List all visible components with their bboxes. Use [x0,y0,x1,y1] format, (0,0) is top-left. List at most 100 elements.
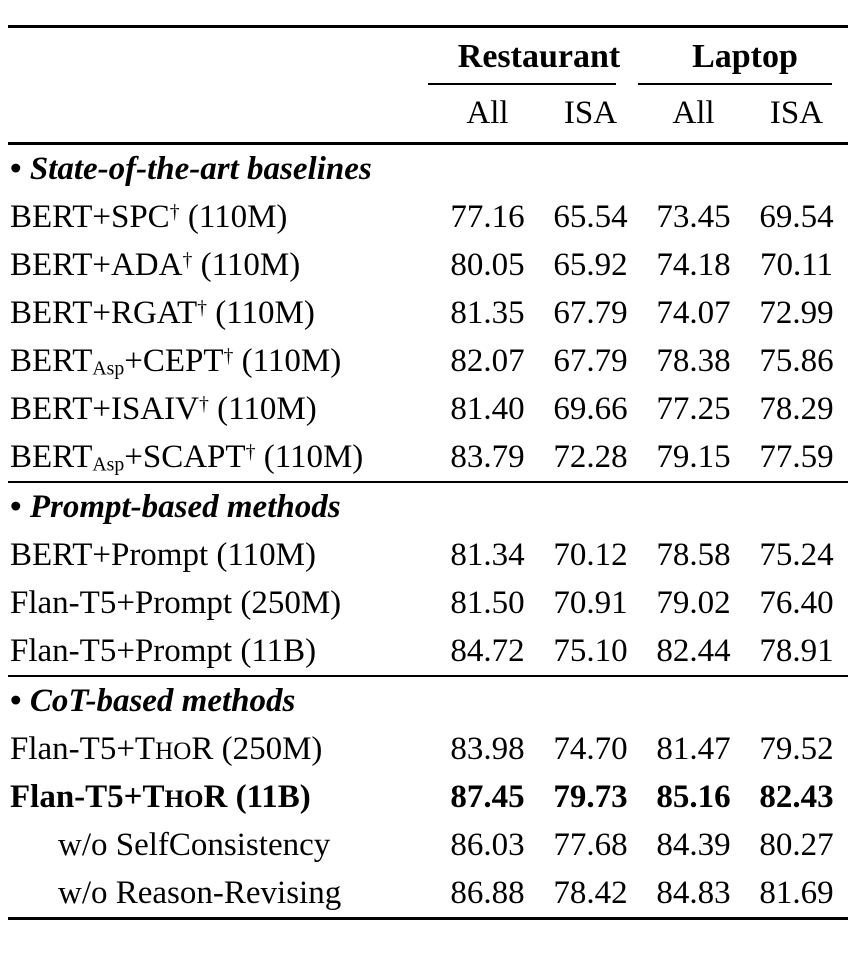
col-header-restaurant-isa: ISA [539,85,642,145]
label-text: BERT [10,342,93,379]
label-text: +SCAPT [124,438,246,475]
section-title-text: CoT-based methods [29,682,296,719]
table-row: Flan-T5+THOR (11B) 87.45 79.73 85.16 82.43 [8,773,848,821]
table-row: BERTAsp+SCAPT† (110M) 83.79 72.28 79.15 77.5… [8,433,848,482]
metric-value: 81.47 [656,730,731,767]
metric-value: 72.28 [553,438,628,475]
metric-value: 81.40 [450,390,525,427]
label-text: (110M) [233,342,342,379]
metric-value: 78.91 [759,632,834,669]
method-label: BERT+RGAT† (110M) [8,289,436,337]
results-table: Restaurant Laptop All ISA All ISA • Stat… [8,25,849,920]
table-row: w/o Reason-Revising 86.88 78.42 84.83 81.69 [8,869,848,919]
label-text: BERT+RGAT [10,294,198,331]
label-text: (110M) [192,246,301,283]
metric-value: 67.79 [553,294,628,331]
method-label: BERT+Prompt (110M) [8,531,436,579]
col-header-laptop-all: All [642,85,745,145]
metric-value: 72.99 [759,294,834,331]
metric-value: 69.66 [553,390,628,427]
subscript-text: Asp [92,357,125,380]
metric-value: 74.18 [656,246,731,283]
metric-value: 81.34 [450,536,525,573]
metric-value: 77.59 [759,438,834,475]
subscript-text: Asp [92,453,125,476]
metric-value: 87.45 [450,778,525,815]
label-text: BERT+SPC [10,198,170,235]
metric-value: 78.42 [553,874,628,911]
label-text: Flan-T5+Prompt (250M) [10,584,342,621]
dagger-superscript: † [197,296,208,319]
table-row: BERT+ISAIV† (110M) 81.40 69.66 77.25 78.29 [8,385,848,433]
table-row: Flan-T5+Prompt (11B) 84.72 75.10 82.44 78.91 [8,627,848,676]
metric-value: 77.68 [553,826,628,863]
dagger-superscript: † [198,392,209,415]
group-header-restaurant: Restaurant [428,27,642,86]
table-row: Flan-T5+Prompt (250M) 81.50 70.91 79.02 76.4… [8,579,848,627]
group-label: Restaurant [457,37,621,75]
label-text: (110M) [255,438,364,475]
section-title: • CoT-based methods [8,675,849,725]
metric-value: 77.16 [450,198,525,235]
metric-value: 70.91 [553,584,628,621]
metric-value: 81.50 [450,584,525,621]
metric-value: 82.43 [759,778,834,815]
table-row: BERT+SPC† (110M) 77.16 65.54 73.45 69.54 [8,193,848,241]
section-title: • State-of-the-art baselines [8,144,848,194]
method-column-header [8,27,436,86]
section-title: • Prompt-based methods [8,481,849,531]
metric-value: 75.24 [759,536,834,573]
label-text: BERT+ISAIV [10,390,199,427]
metric-value: 67.79 [553,342,628,379]
label-text: w/o Reason-Revising [58,874,342,911]
method-column-subheader [8,85,436,145]
results-table-body: • State-of-the-art baselines BERT+SPC† (1… [8,144,849,919]
metric-value: 86.03 [450,826,525,863]
method-label: BERT+ISAIV† (110M) [8,385,436,433]
bullet-icon: • [10,488,22,525]
smallcaps-text: HO [164,785,204,813]
metric-value: 84.39 [656,826,731,863]
method-label: Flan-T5+THOR (250M) [8,725,436,773]
method-label: BERTAsp+SCAPT† (110M) [8,433,436,482]
table-row: BERT+Prompt (110M) 81.34 70.12 78.58 75.24 [8,531,848,579]
method-label: BERT+ADA† (110M) [8,241,436,289]
label-text: Flan-T5+Prompt (11B) [10,632,317,669]
section-title-text: State-of-the-art baselines [29,150,372,187]
dagger-superscript: † [182,248,193,271]
metric-value: 85.16 [656,778,731,815]
metric-value: 75.10 [553,632,628,669]
metric-value: 82.44 [656,632,731,669]
table-row: Flan-T5+THOR (250M) 83.98 74.70 81.47 79.52 [8,725,848,773]
metric-value: 84.72 [450,632,525,669]
method-label: w/o SelfConsistency [8,821,436,869]
metric-value: 82.07 [450,342,525,379]
label-text: w/o SelfConsistency [58,826,331,863]
metric-value: 83.79 [450,438,525,475]
table-row: BERT+ADA† (110M) 80.05 65.92 74.18 70.11 [8,241,848,289]
metric-value: 81.69 [759,874,834,911]
section-header-row: • State-of-the-art baselines [8,144,848,194]
label-text: R (11B) [203,778,311,815]
label-text: BERT+Prompt (110M) [10,536,316,573]
dagger-superscript: † [169,200,180,223]
table-row: BERT+RGAT† (110M) 81.35 67.79 74.07 72.99 [8,289,848,337]
sub-header-row: All ISA All ISA [8,85,849,145]
label-text: (110M) [207,294,315,331]
label-text: Flan-T5+T [10,778,165,815]
metric-value: 81.35 [450,294,525,331]
section-title-text: Prompt-based methods [29,488,341,525]
method-label: Flan-T5+THOR (11B) [8,773,436,821]
metric-value: 74.07 [656,294,731,331]
method-label: BERTAsp+CEPT† (110M) [8,337,436,385]
dagger-superscript: † [223,344,234,367]
metric-value: 79.02 [656,584,731,621]
group-header-row: Restaurant Laptop [8,27,848,86]
metric-value: 79.73 [553,778,628,815]
metric-value: 79.15 [656,438,731,475]
metric-value: 80.05 [450,246,525,283]
method-label: w/o Reason-Revising [8,869,436,919]
dagger-superscript: † [245,440,256,463]
metric-value: 75.86 [759,342,834,379]
paper-results-table-container: Restaurant Laptop All ISA All ISA • Stat… [8,25,849,920]
